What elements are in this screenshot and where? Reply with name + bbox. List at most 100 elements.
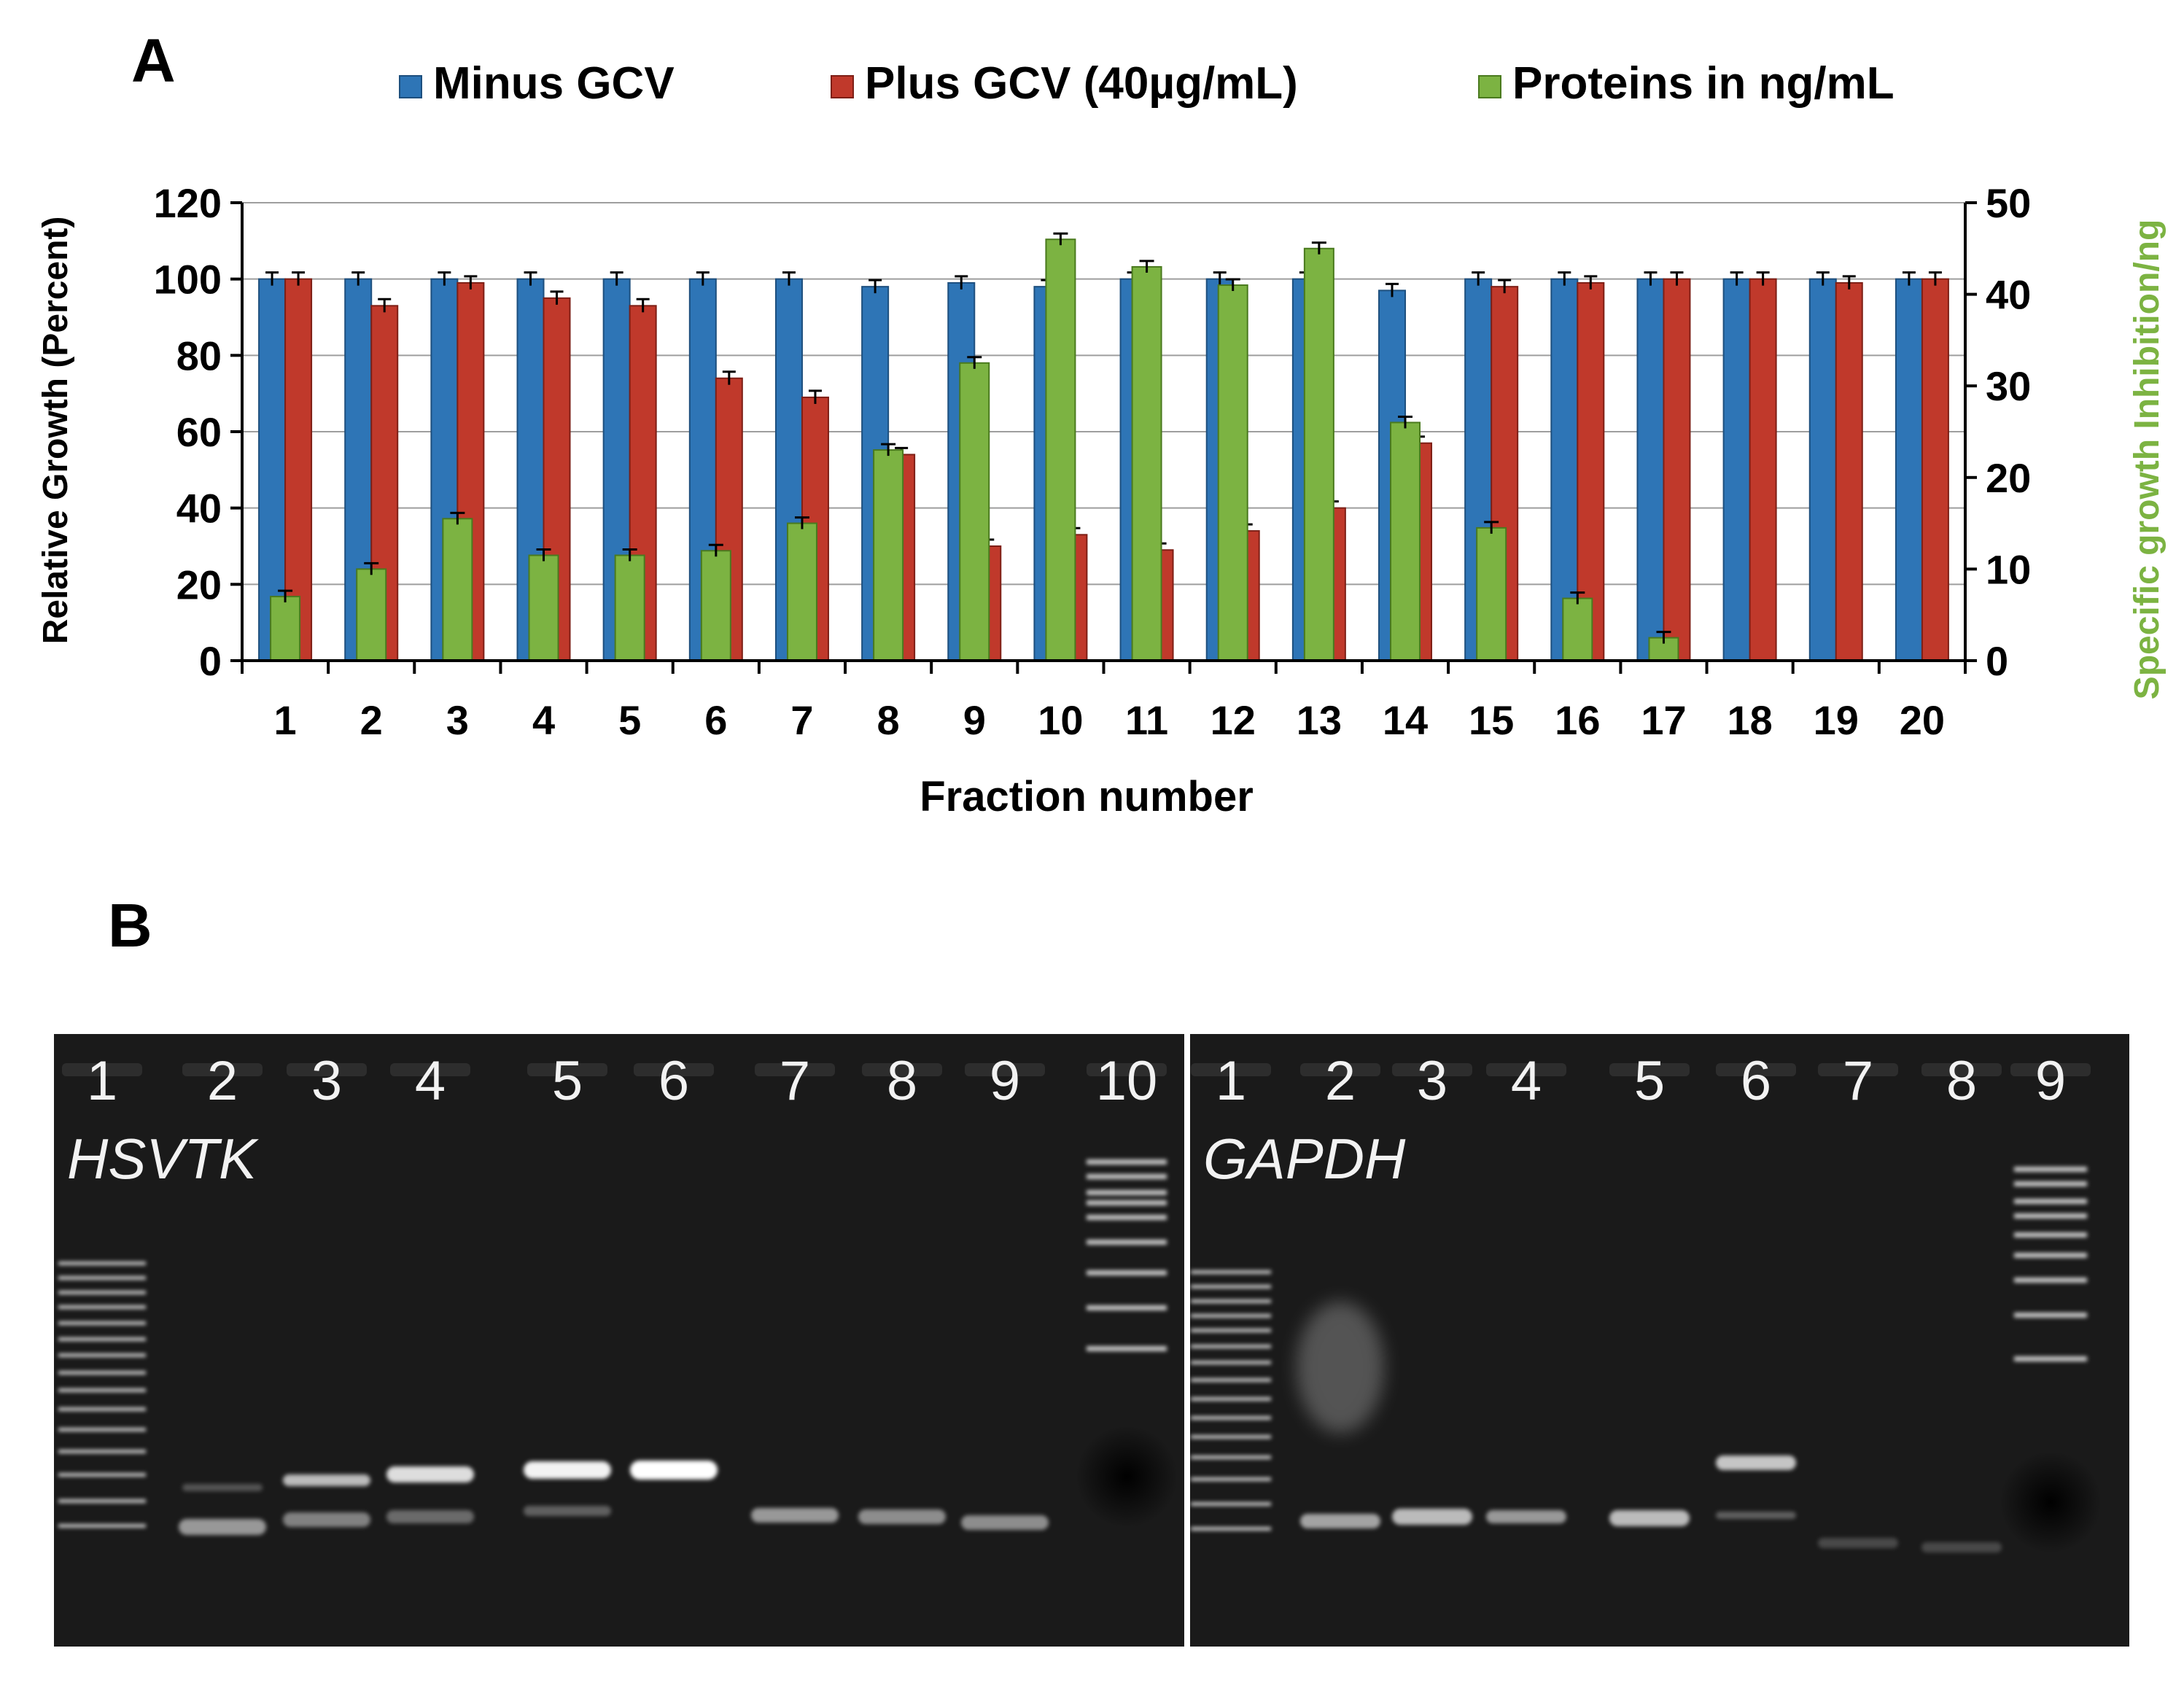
lane-number: 2	[1325, 1050, 1356, 1112]
y2-tick-label: 30	[1986, 363, 2031, 409]
bar	[1217, 284, 1248, 662]
ladder-band	[1191, 1299, 1271, 1303]
ladder-band	[2014, 1181, 2087, 1186]
ladder-band	[1087, 1240, 1167, 1245]
ladder-band	[58, 1388, 146, 1392]
bar	[1895, 278, 1923, 661]
ladder-band	[1191, 1502, 1271, 1506]
lane-number: 7	[1843, 1050, 1873, 1112]
lane-number: 8	[887, 1050, 917, 1112]
bar	[270, 596, 301, 662]
x-tick-label: 1	[273, 697, 296, 743]
x-axis-title: Fraction number	[920, 773, 1254, 820]
ladder-band	[1087, 1190, 1167, 1195]
x-tick-label: 11	[1125, 697, 1168, 743]
gel-well	[1818, 1063, 1898, 1076]
bar	[1722, 278, 1751, 661]
ladder-band	[58, 1428, 146, 1431]
ladder-band	[1087, 1215, 1167, 1220]
gel-well	[1921, 1063, 2002, 1076]
gel-band	[751, 1508, 839, 1523]
ladder-band	[1087, 1270, 1167, 1275]
ladder-band	[1087, 1159, 1167, 1165]
gridlines	[242, 202, 1965, 586]
lane-number: 10	[1096, 1050, 1158, 1112]
ladder-band	[1191, 1329, 1271, 1332]
gel-well	[62, 1063, 142, 1076]
gel-band	[1716, 1512, 1796, 1519]
lane-number: 1	[1216, 1050, 1246, 1112]
gel-band	[283, 1512, 370, 1527]
bar	[1835, 281, 1863, 661]
ladder-band	[2014, 1356, 2087, 1361]
y-tick-label: 40	[176, 486, 222, 532]
gel-band	[1716, 1455, 1796, 1470]
lane-number: 9	[2035, 1050, 2066, 1112]
gel-band	[1486, 1510, 1566, 1523]
x-tick-label: 6	[704, 697, 727, 743]
y2-tick-label: 10	[1986, 546, 2031, 592]
bar	[528, 554, 559, 661]
ladder-band	[2014, 1278, 2087, 1283]
gel-well	[1392, 1063, 1472, 1076]
legend-label: Proteins in ng/mL	[1512, 58, 1895, 109]
x-tick-label: 2	[360, 697, 383, 743]
ladder-band	[1087, 1346, 1167, 1351]
gel-well	[1300, 1063, 1380, 1076]
ladder-band	[1191, 1435, 1271, 1439]
bar	[959, 362, 990, 661]
ladder-band	[58, 1371, 146, 1375]
gel-well	[390, 1063, 470, 1076]
gel-well	[1716, 1063, 1796, 1076]
ladder-band	[58, 1305, 146, 1309]
ladder-band	[1191, 1270, 1271, 1274]
bar	[1663, 278, 1691, 661]
gel-band	[283, 1474, 370, 1486]
y-tick-label: 80	[176, 333, 222, 378]
x-tick-label: 18	[1727, 697, 1772, 743]
ladder-band	[2014, 1313, 2087, 1318]
bar	[442, 518, 473, 661]
gene-label: GAPDH	[1203, 1127, 1406, 1191]
ladder-band	[58, 1499, 146, 1503]
gel-well	[965, 1063, 1045, 1076]
gel-hsvtk: 1 2 3 4 5 6 7 8 9 10 HSVTK	[54, 1034, 1184, 1647]
x-tick-label: 9	[963, 697, 986, 743]
bar	[1749, 278, 1777, 661]
x-tick-label: 4	[532, 697, 555, 743]
ladder-band	[1191, 1285, 1271, 1289]
ladder-band	[1191, 1527, 1271, 1531]
bar	[786, 522, 817, 661]
gel-band	[630, 1461, 718, 1480]
ladder-band	[2014, 1232, 2087, 1237]
bar	[1550, 278, 1579, 661]
x-tick-label: 14	[1383, 697, 1428, 743]
x-tick-label: 20	[1900, 697, 1945, 743]
gel-band	[1818, 1538, 1898, 1548]
ladder-band	[2014, 1199, 2087, 1204]
bar	[614, 554, 645, 661]
gel-well	[527, 1063, 607, 1076]
ladder-band	[1087, 1305, 1167, 1310]
ladder-band	[1191, 1361, 1271, 1364]
ladder-dark-spot	[2000, 1451, 2102, 1553]
bar	[1562, 597, 1593, 661]
ladder-band	[1191, 1477, 1271, 1481]
lane-number: 3	[1417, 1050, 1447, 1112]
gel-well	[287, 1063, 367, 1076]
gel-well	[1191, 1063, 1271, 1076]
gel-band	[1392, 1509, 1472, 1525]
ladder-band	[58, 1353, 146, 1357]
gel-well	[1087, 1063, 1167, 1076]
lane-number: 6	[658, 1050, 689, 1112]
x-tick-label: 12	[1210, 697, 1256, 743]
ladder-band	[2014, 1213, 2087, 1218]
y2-tick-label: 20	[1986, 455, 2031, 501]
bar	[873, 449, 904, 661]
gel-smear	[1297, 1302, 1384, 1433]
ladder-band	[2014, 1253, 2087, 1258]
y2-tick-label: 40	[1986, 272, 2031, 318]
